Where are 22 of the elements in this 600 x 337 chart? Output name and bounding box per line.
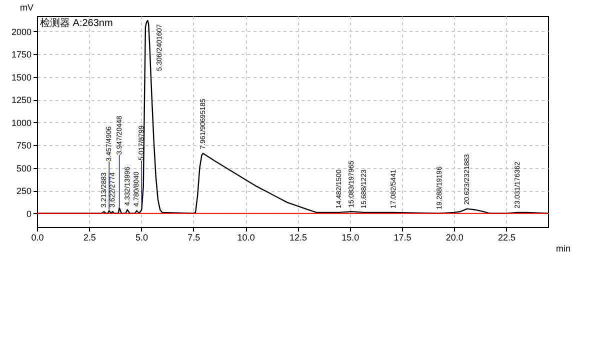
x-tick-label: 17.5 [394,232,412,242]
x-axis-title: min [556,244,570,254]
y-tick-label: 250 [16,186,32,196]
x-tick-label: 7.5 [188,232,200,242]
x-tick-label: 5.0 [136,232,148,242]
y-tick-label: 1500 [11,72,32,82]
x-tick-label: 22.5 [498,232,516,242]
x-tick-label: 2.5 [83,232,96,242]
x-tick-label: 20.0 [446,232,464,242]
y-tick-label: 1750 [11,50,32,60]
y-tick-label: 0 [26,208,32,219]
y-tick-label: 2000 [11,26,32,37]
y-tick-label: 1000 [11,118,32,128]
x-tick-label: 0.0 [31,232,44,242]
chart-title: 检测器 A:263nm [40,17,113,29]
y-tick-label: 500 [16,163,32,174]
x-tick-label: 15.0 [342,232,360,242]
y-axis-title: mV [20,2,34,12]
x-tick-label: 12.5 [289,232,307,242]
y-tick-label: 1250 [11,95,32,106]
y-tick-label: 750 [16,140,32,151]
x-tick-label: 10.0 [237,232,255,242]
